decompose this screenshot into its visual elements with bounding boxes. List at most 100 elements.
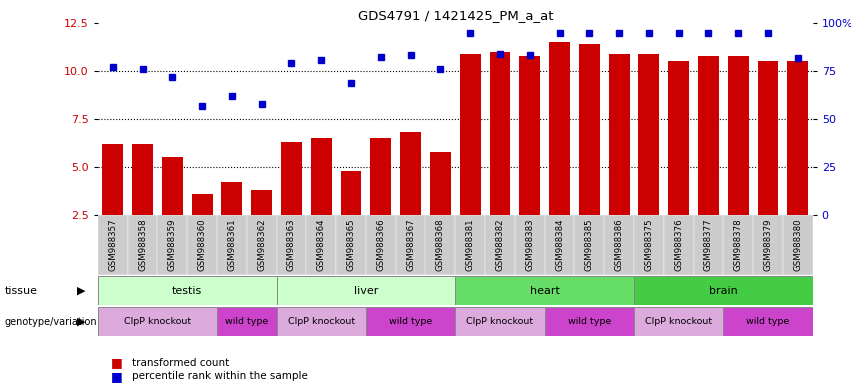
Text: GSM988358: GSM988358: [138, 218, 147, 271]
Bar: [638, 54, 660, 215]
Bar: [247, 215, 277, 275]
Bar: [281, 142, 302, 215]
Text: GSM988381: GSM988381: [465, 218, 475, 271]
Bar: [485, 215, 515, 275]
Bar: [604, 215, 634, 275]
Bar: [217, 215, 247, 275]
Bar: [98, 215, 128, 275]
Text: GSM988385: GSM988385: [585, 218, 594, 271]
Bar: [277, 276, 455, 305]
Text: GSM988365: GSM988365: [346, 218, 356, 271]
Text: wild type: wild type: [568, 317, 611, 326]
Text: GSM988362: GSM988362: [257, 218, 266, 271]
Bar: [668, 61, 689, 215]
Text: genotype/variation: genotype/variation: [4, 316, 97, 327]
Text: ClpP knockout: ClpP knockout: [645, 317, 712, 326]
Bar: [728, 56, 749, 215]
Text: ▶: ▶: [77, 316, 85, 327]
Text: GSM988384: GSM988384: [555, 218, 564, 271]
Bar: [455, 215, 485, 275]
Bar: [336, 215, 366, 275]
Bar: [515, 215, 545, 275]
Bar: [757, 61, 779, 215]
Text: GSM988361: GSM988361: [227, 218, 237, 271]
Bar: [608, 54, 630, 215]
Bar: [694, 215, 723, 275]
Bar: [366, 215, 396, 275]
Bar: [251, 190, 272, 215]
Text: percentile rank within the sample: percentile rank within the sample: [132, 371, 308, 381]
Bar: [366, 307, 455, 336]
Bar: [102, 144, 123, 215]
Bar: [98, 276, 277, 305]
Text: ClpP knockout: ClpP knockout: [288, 317, 355, 326]
Text: GSM988386: GSM988386: [614, 218, 624, 271]
Bar: [370, 138, 391, 215]
Text: wild type: wild type: [226, 317, 268, 326]
Bar: [157, 215, 187, 275]
Text: GSM988359: GSM988359: [168, 218, 177, 270]
Text: GSM988383: GSM988383: [525, 218, 534, 271]
Bar: [634, 276, 813, 305]
Text: brain: brain: [709, 286, 738, 296]
Text: GSM988379: GSM988379: [763, 218, 773, 270]
Text: wild type: wild type: [746, 317, 790, 326]
Bar: [306, 215, 336, 275]
Text: GSM988382: GSM988382: [495, 218, 505, 271]
Bar: [162, 157, 183, 215]
Bar: [221, 182, 243, 215]
Text: wild type: wild type: [389, 317, 432, 326]
Bar: [787, 61, 808, 215]
Bar: [426, 215, 455, 275]
Text: GSM988367: GSM988367: [406, 218, 415, 271]
Bar: [634, 215, 664, 275]
Bar: [723, 307, 813, 336]
Text: GSM988377: GSM988377: [704, 218, 713, 271]
Text: transformed count: transformed count: [132, 358, 229, 368]
Text: GSM988366: GSM988366: [376, 218, 386, 271]
Text: ClpP knockout: ClpP knockout: [466, 317, 534, 326]
Text: ■: ■: [111, 356, 123, 369]
Bar: [634, 307, 723, 336]
Bar: [340, 171, 362, 215]
Bar: [277, 307, 366, 336]
Bar: [574, 215, 604, 275]
Bar: [400, 132, 421, 215]
Text: GSM988357: GSM988357: [108, 218, 117, 271]
Text: ▶: ▶: [77, 286, 85, 296]
Bar: [489, 52, 511, 215]
Bar: [753, 215, 783, 275]
Bar: [191, 194, 213, 215]
Bar: [277, 215, 306, 275]
Text: GSM988364: GSM988364: [317, 218, 326, 271]
Bar: [723, 215, 753, 275]
Text: ■: ■: [111, 370, 123, 383]
Title: GDS4791 / 1421425_PM_a_at: GDS4791 / 1421425_PM_a_at: [357, 9, 553, 22]
Bar: [519, 56, 540, 215]
Text: GSM988375: GSM988375: [644, 218, 654, 271]
Text: GSM988376: GSM988376: [674, 218, 683, 271]
Bar: [579, 44, 600, 215]
Bar: [132, 144, 153, 215]
Bar: [396, 215, 426, 275]
Bar: [311, 138, 332, 215]
Bar: [545, 215, 574, 275]
Bar: [187, 215, 217, 275]
Text: GSM988378: GSM988378: [734, 218, 743, 271]
Text: ClpP knockout: ClpP knockout: [124, 317, 191, 326]
Text: GSM988363: GSM988363: [287, 218, 296, 271]
Bar: [698, 56, 719, 215]
Bar: [460, 54, 481, 215]
Text: tissue: tissue: [4, 286, 37, 296]
Bar: [549, 42, 570, 215]
Bar: [545, 307, 634, 336]
Bar: [783, 215, 813, 275]
Text: liver: liver: [354, 286, 378, 296]
Bar: [98, 307, 217, 336]
Bar: [217, 307, 277, 336]
Bar: [128, 215, 157, 275]
Bar: [455, 276, 634, 305]
Text: testis: testis: [172, 286, 203, 296]
Bar: [430, 152, 451, 215]
Text: heart: heart: [529, 286, 560, 296]
